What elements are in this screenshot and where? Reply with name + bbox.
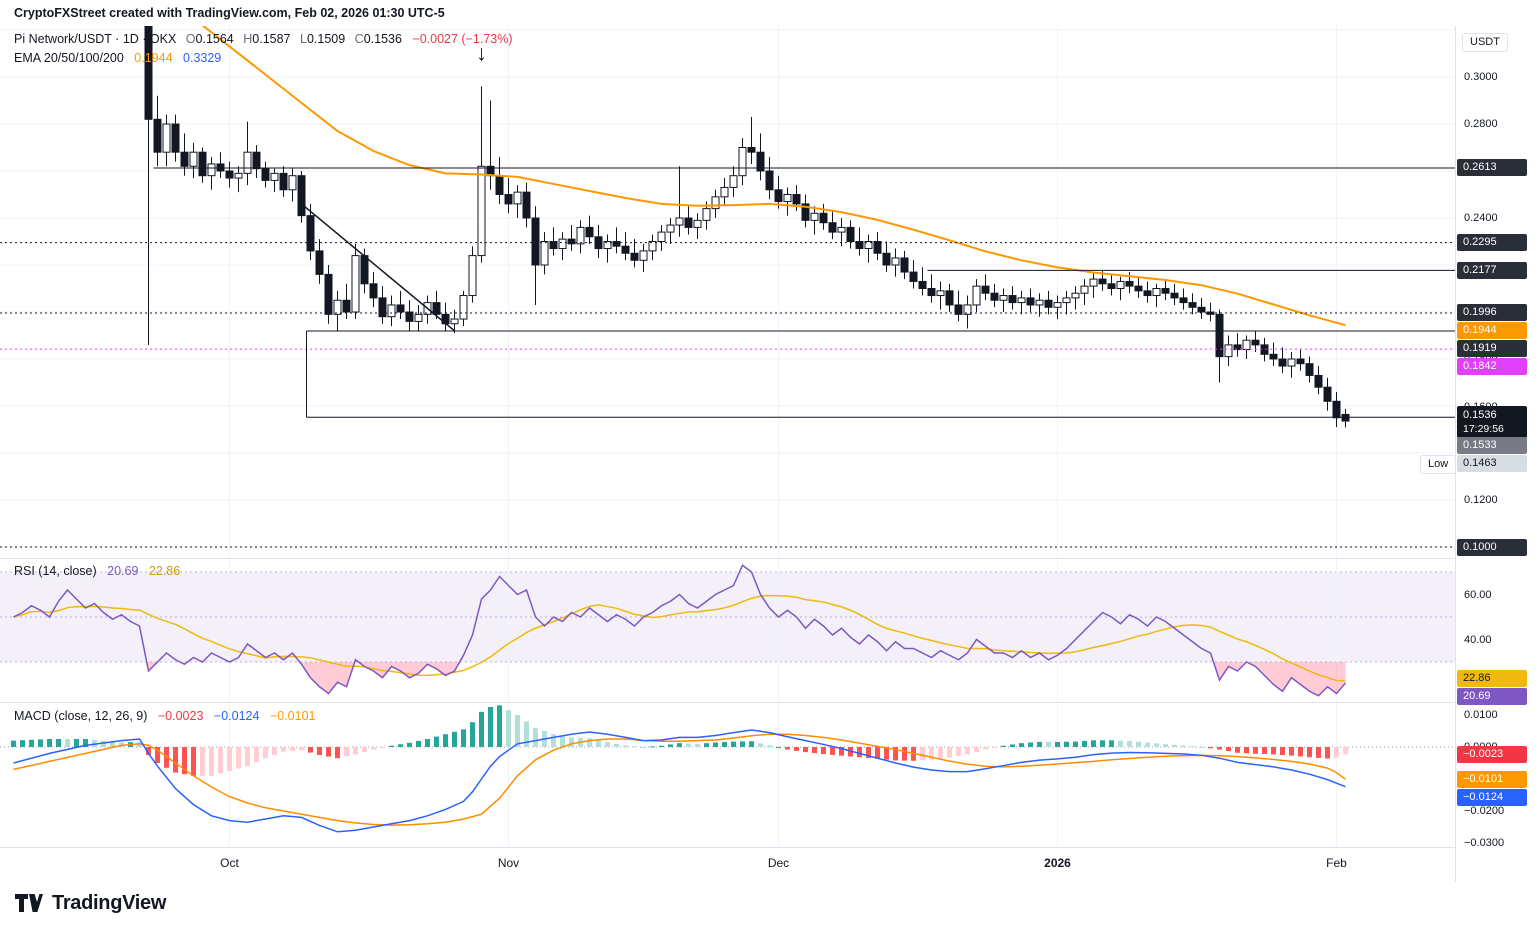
rsi-line (13, 564, 1347, 697)
candles-group (144, 26, 1350, 428)
ema-legend[interactable]: EMA 20/50/100/200 0.1944 0.3329 (14, 51, 221, 65)
axis-label: 0.2400 (1464, 212, 1498, 224)
pane-divider[interactable] (0, 702, 1536, 703)
axis-price-badge: −0.0101 (1457, 770, 1527, 788)
macd-signal-line (13, 733, 1346, 826)
open-label: O (185, 32, 196, 46)
axis-price-badge: −0.0023 (1457, 745, 1527, 763)
ema-line (201, 26, 1346, 327)
open-value: 0.1564 (195, 32, 234, 46)
rsi-ma-value: 22.86 (148, 564, 181, 578)
tradingview-wordmark[interactable]: TradingView (52, 891, 167, 914)
macd-signal-value: −0.0101 (269, 709, 316, 723)
rsi-value: 20.69 (107, 564, 139, 578)
axis-label: 0.0100 (1464, 709, 1498, 721)
time-axis-label: 2026 (1044, 856, 1071, 870)
axis-label: −0.0200 (1464, 805, 1505, 817)
down-arrow-marker: ↓ (476, 41, 487, 66)
rsi-oversold-fill (299, 662, 355, 694)
time-axis-label: Dec (767, 856, 790, 870)
price-legend[interactable]: Pi Network/USDT · 1D · OKX O0.1564 H0.15… (14, 32, 513, 46)
countdown-timer: 17:29:56 (1463, 423, 1504, 436)
axis-label: −0.0300 (1464, 837, 1505, 849)
axis-label: 40.00 (1464, 633, 1492, 646)
low-marker-chip: Low (1420, 455, 1457, 475)
macd-label: MACD (close, 12, 26, 9) (14, 709, 148, 723)
macd-line (13, 729, 1346, 833)
axis-price-badge: 0.2613 (1457, 159, 1527, 177)
macd-legend[interactable]: MACD (close, 12, 26, 9) −0.0023 −0.0124 … (14, 709, 315, 723)
axis-label: 0.2800 (1464, 118, 1498, 130)
high-value: 0.1587 (252, 32, 291, 46)
high-label: H (243, 32, 253, 46)
currency-chip[interactable]: USDT (1462, 33, 1508, 52)
rsi-label: RSI (14, close) (14, 564, 97, 578)
axis-label: 0.3000 (1464, 71, 1498, 83)
price-pane[interactable]: ↓ (0, 26, 1455, 558)
axis-price-badge: 0.1842 (1457, 358, 1527, 376)
axis-price-badge: 0.1536 17:29:56 (1457, 406, 1527, 439)
axis-price-badge: 0.1533 (1457, 437, 1527, 455)
trendline (301, 203, 455, 332)
rsi-oversold-fill (1246, 662, 1346, 696)
axis-price-badge: 0.2295 (1457, 234, 1527, 252)
pane-divider[interactable] (0, 558, 1536, 559)
macd-line-value: −0.0124 (213, 709, 260, 723)
axis-price-badge: 0.1996 (1457, 304, 1527, 322)
axis-price-badge: −0.0124 (1457, 788, 1527, 806)
ema-label: EMA 20/50/100/200 (14, 51, 124, 65)
axis-price-badge: 0.2177 (1457, 261, 1527, 279)
axis-label: 0.1200 (1464, 494, 1498, 506)
axis-label: 60.00 (1464, 588, 1492, 601)
axis-price-badge: 0.1463 (1457, 455, 1527, 473)
attribution-text: CryptoFXStreet created with TradingView.… (14, 6, 445, 20)
tradingview-logo-icon[interactable] (14, 891, 44, 915)
time-axis-label: Oct (220, 856, 239, 870)
pane-divider[interactable] (0, 847, 1536, 848)
low-value: 0.1509 (306, 32, 346, 46)
low-label: L (300, 32, 307, 46)
time-axis-label: Nov (497, 856, 520, 870)
macd-hist-value: −0.0023 (157, 709, 204, 723)
rsi-ma-line (13, 594, 1346, 682)
rsi-pane[interactable] (0, 559, 1455, 702)
axis-price-badge: 0.1000 (1457, 538, 1527, 556)
symbol-title: Pi Network/USDT · 1D · OKX (14, 32, 177, 46)
close-label: C (354, 32, 364, 46)
rsi-oversold-fill (358, 662, 460, 678)
rsi-legend[interactable]: RSI (14, close) 20.69 22.86 (14, 564, 180, 578)
footer: TradingView (14, 891, 166, 915)
axis-price-badge: 0.1919 (1457, 340, 1527, 358)
axis-price-badge: 20.69 (1457, 687, 1527, 705)
ema-value-1: 0.1944 (134, 51, 173, 65)
macd-pane[interactable] (0, 703, 1455, 847)
axis-price-badge: 0.1944 (1457, 322, 1527, 340)
axis-price-badge: 22.86 (1457, 669, 1527, 687)
time-axis-label: Feb (1326, 856, 1347, 870)
change-value: −0.0027 (−1.73%) (412, 32, 513, 46)
ema-value-2: 0.3329 (183, 51, 222, 65)
close-value: 0.1536 (363, 32, 402, 46)
